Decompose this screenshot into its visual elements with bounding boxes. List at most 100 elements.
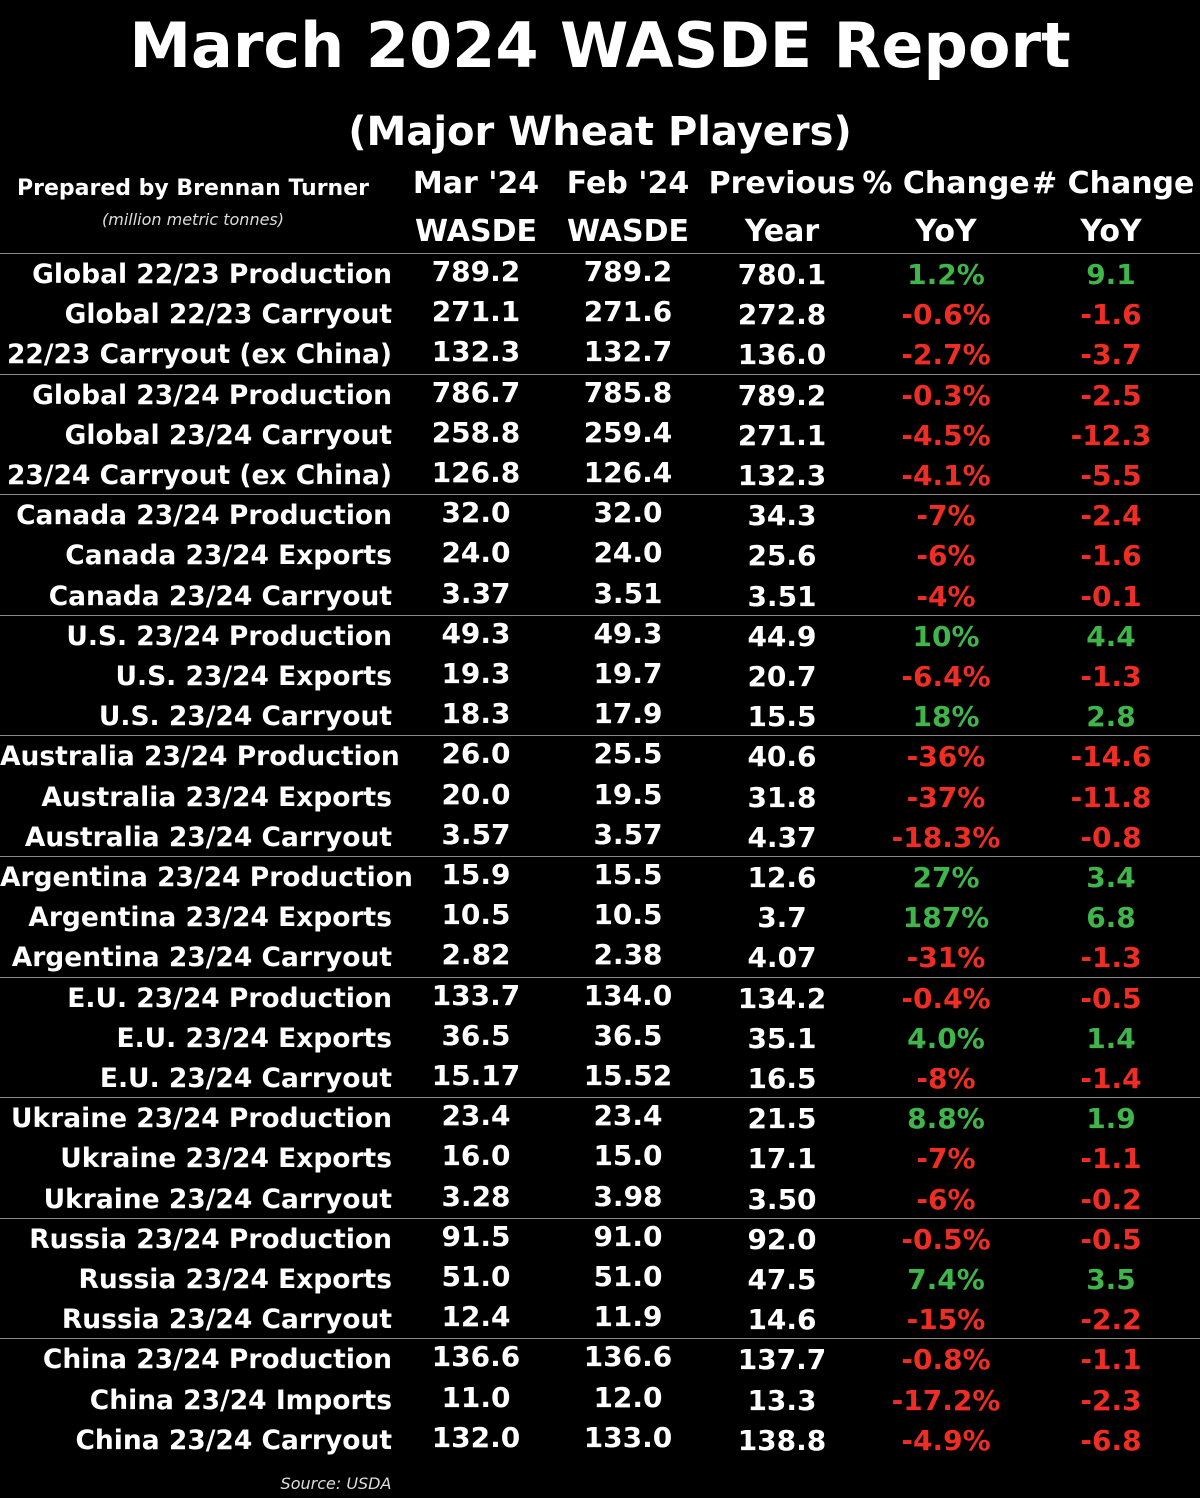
row-label: Global 23/24 Carryout xyxy=(64,419,392,451)
pct-change-value: -6% xyxy=(916,539,976,573)
table-row: 22/23 Carryout (ex China) 132.3 132.7 136.0… xyxy=(0,334,1200,374)
pct-change-value: 187% xyxy=(902,901,990,935)
num-change-value: -0.5 xyxy=(1080,981,1142,1015)
pct-change-value: 10% xyxy=(912,619,980,653)
group-divider xyxy=(0,1097,1200,1099)
prev-year-value: 35.1 xyxy=(747,1021,817,1055)
prev-year-value: 21.5 xyxy=(747,1102,817,1136)
prev-year-value: 40.6 xyxy=(747,740,817,774)
table-row: Global 22/23 Production 789.2 789.2 780.1 1.… xyxy=(0,254,1200,294)
mar-value: 20.0 xyxy=(441,777,511,811)
pct-change-value: -6.4% xyxy=(901,660,991,693)
table-row: U.S. 23/24 Exports 19.3 19.7 20.7 -6.4% -1.3 xyxy=(0,656,1200,696)
prev-year-value: 789.2 xyxy=(737,378,827,412)
prev-year-value: 92.0 xyxy=(747,1222,817,1256)
pct-change-value: 8.8% xyxy=(907,1102,985,1136)
table-row: Ukraine 23/24 Production 23.4 23.4 21.5 8.8%… xyxy=(0,1098,1200,1138)
row-label: Canada 23/24 Exports xyxy=(65,540,392,572)
mar-value: 51.0 xyxy=(441,1260,511,1293)
row-label: China 23/24 Production xyxy=(42,1344,392,1376)
pct-change-value: -4.9% xyxy=(901,1423,991,1457)
pct-change-value: 18% xyxy=(912,700,980,734)
num-change-value: -5.5 xyxy=(1080,459,1142,492)
feb-value: 36.5 xyxy=(593,1018,663,1052)
column-header-line2: WASDE xyxy=(415,214,537,249)
num-change-value: 3.5 xyxy=(1086,1263,1136,1296)
mar-value: 24.0 xyxy=(441,536,511,570)
pct-change-value: -4% xyxy=(916,579,976,613)
pct-change-value: -0.3% xyxy=(901,378,991,412)
num-change-value: 2.8 xyxy=(1086,700,1136,734)
prepared-by: Prepared by Brennan Turner xyxy=(17,176,369,201)
feb-value: 3.98 xyxy=(593,1179,663,1213)
feb-value: 132.7 xyxy=(583,335,673,369)
table-row: Argentina 23/24 Exports 10.5 10.5 3.7 187% 6.… xyxy=(0,897,1200,937)
row-label: Australia 23/24 Carryout xyxy=(24,821,392,853)
row-label: E.U. 23/24 Carryout xyxy=(99,1063,392,1094)
mar-value: 786.7 xyxy=(431,375,521,409)
column-header-num: # Change YoY xyxy=(1032,160,1194,256)
table-row: Australia 23/24 Production 26.0 25.5 40.6 -3… xyxy=(0,736,1200,776)
group-divider xyxy=(0,856,1200,857)
num-change-value: 4.4 xyxy=(1086,619,1136,653)
mar-value: 133.7 xyxy=(431,978,521,1012)
units-note: (million metric tonnes) xyxy=(102,210,284,229)
row-label: E.U. 23/24 Exports xyxy=(116,1022,392,1054)
pct-change-value: 27% xyxy=(912,861,980,894)
feb-value: 32.0 xyxy=(593,496,663,530)
mar-value: 23.4 xyxy=(441,1099,511,1133)
prev-year-value: 34.3 xyxy=(747,499,817,533)
num-change-value: -0.5 xyxy=(1080,1222,1142,1256)
table-row: Russia 23/24 Carryout 12.4 11.9 14.6 -15% -2.… xyxy=(0,1299,1200,1339)
table-row: U.S. 23/24 Carryout 18.3 17.9 15.5 18% 2.8 xyxy=(0,696,1200,736)
prev-year-value: 16.5 xyxy=(747,1062,817,1095)
prev-year-value: 3.7 xyxy=(757,901,807,935)
num-change-value: -14.6 xyxy=(1070,740,1152,774)
pct-change-value: -0.6% xyxy=(901,298,991,332)
mar-value: 15.17 xyxy=(431,1059,521,1092)
group-divider xyxy=(0,373,1200,375)
group-divider xyxy=(0,253,1200,254)
pct-change-value: -7% xyxy=(916,499,976,533)
table-row: Argentina 23/24 Carryout 2.82 2.38 4.07 -31%… xyxy=(0,937,1200,977)
num-change-value: -1.6 xyxy=(1080,298,1142,332)
prev-year-value: 20.7 xyxy=(747,660,817,693)
prev-year-value: 44.9 xyxy=(747,619,817,653)
row-label: Russia 23/24 Carryout xyxy=(61,1304,392,1336)
prev-year-value: 136.0 xyxy=(737,338,827,372)
mar-value: 91.5 xyxy=(441,1219,511,1253)
num-change-value: -1.3 xyxy=(1080,941,1142,975)
row-label: 23/24 Carryout (ex China) xyxy=(6,460,392,491)
prev-year-value: 134.2 xyxy=(737,981,827,1015)
table-row: Canada 23/24 Production 32.0 32.0 34.3 -7% -2… xyxy=(0,495,1200,535)
num-change-value: -0.8 xyxy=(1080,820,1142,854)
mar-value: 132.0 xyxy=(431,1420,521,1454)
table-row: Russia 23/24 Exports 51.0 51.0 47.5 7.4% 3.5 xyxy=(0,1259,1200,1299)
pct-change-value: 7.4% xyxy=(907,1263,985,1296)
num-change-value: 3.4 xyxy=(1086,861,1136,894)
prev-year-value: 12.6 xyxy=(747,861,817,894)
mar-value: 126.8 xyxy=(431,456,521,489)
source-note: Source: USDA xyxy=(280,1474,392,1493)
column-header-line2: YoY xyxy=(915,214,977,249)
mar-value: 271.1 xyxy=(431,295,521,329)
mar-value: 3.37 xyxy=(441,576,511,610)
mar-value: 12.4 xyxy=(441,1300,511,1334)
num-change-value: -0.2 xyxy=(1080,1182,1142,1216)
prev-year-value: 4.37 xyxy=(747,820,817,854)
mar-value: 136.6 xyxy=(431,1340,521,1374)
feb-value: 23.4 xyxy=(593,1099,663,1133)
group-divider xyxy=(0,1338,1200,1340)
num-change-value: -2.2 xyxy=(1080,1303,1142,1337)
mar-value: 3.28 xyxy=(441,1179,511,1213)
feb-value: 51.0 xyxy=(593,1260,663,1293)
mar-value: 3.57 xyxy=(441,817,511,851)
table-row: Canada 23/24 Carryout 3.37 3.51 3.51 -4% -0.1 xyxy=(0,576,1200,616)
pct-change-value: -36% xyxy=(906,740,986,774)
pct-change-value: -2.7% xyxy=(901,338,991,372)
row-label: Argentina 23/24 Exports xyxy=(28,902,392,934)
column-header-pct: % Change YoY xyxy=(860,160,1032,256)
row-label: Ukraine 23/24 Production xyxy=(11,1103,392,1135)
prev-year-value: 4.07 xyxy=(747,941,817,975)
num-change-value: 1.9 xyxy=(1086,1102,1136,1136)
